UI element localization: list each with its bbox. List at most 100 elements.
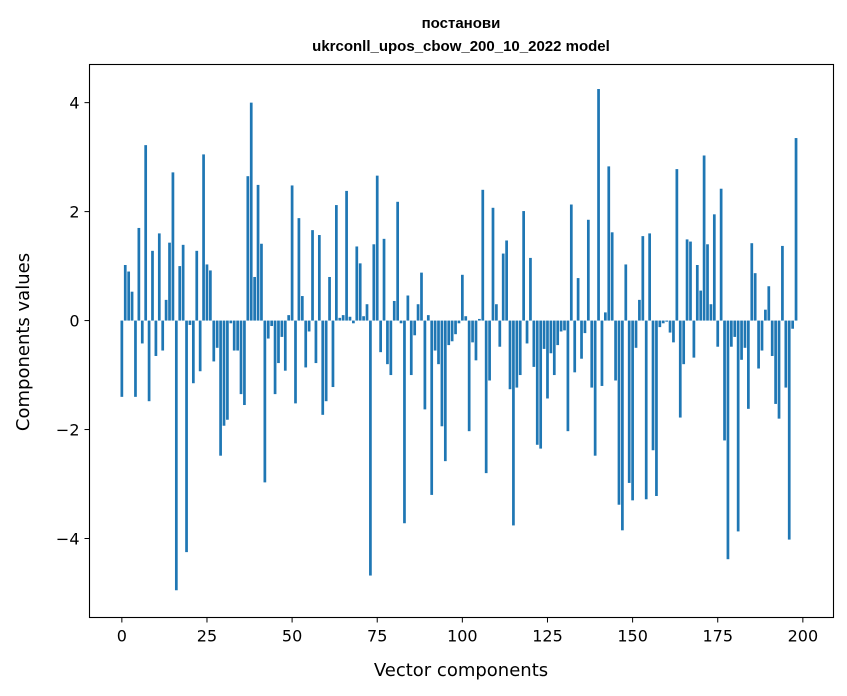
bar-141 — [600, 320, 604, 386]
bar-93 — [437, 320, 440, 365]
bar-157 — [655, 320, 658, 496]
bar-148 — [624, 264, 628, 321]
bar-91 — [430, 320, 434, 495]
bar-88 — [420, 272, 423, 321]
plot-frame — [88, 63, 835, 619]
bar-100 — [460, 274, 464, 321]
bar-108 — [488, 320, 491, 381]
bar-187 — [757, 320, 760, 369]
bar-137 — [586, 219, 590, 321]
bar-192 — [774, 320, 777, 404]
bar-135 — [580, 320, 583, 359]
bar-77 — [382, 238, 386, 321]
bar-36 — [243, 320, 246, 406]
bar-7 — [144, 145, 148, 321]
bar-1 — [123, 265, 127, 321]
bar-67 — [348, 316, 352, 321]
bar-95 — [443, 320, 447, 462]
bar-167 — [689, 241, 692, 321]
bar-144 — [610, 232, 614, 321]
bar-0 — [120, 320, 124, 397]
bar-87 — [416, 304, 420, 321]
bar-11 — [157, 233, 161, 321]
bar-2 — [127, 271, 131, 321]
bar-37 — [246, 176, 250, 321]
bar-90 — [426, 315, 430, 321]
bar-130 — [563, 320, 566, 331]
bar-27 — [212, 320, 216, 362]
chart-title-line2: ukrconll_upos_cbow_200_10_2022 model — [312, 38, 610, 55]
bar-43 — [266, 320, 270, 339]
bar-76 — [379, 320, 382, 353]
bar-147 — [621, 320, 624, 531]
bar-84 — [406, 295, 410, 321]
bar-183 — [743, 320, 747, 348]
bar-46 — [277, 320, 280, 364]
bar-42 — [263, 320, 267, 483]
bar-191 — [770, 320, 774, 356]
bar-110 — [495, 304, 498, 321]
bar-33 — [232, 320, 236, 351]
bar-153 — [641, 236, 645, 321]
bar-13 — [164, 299, 168, 321]
bar-9 — [151, 250, 154, 321]
bar-41 — [260, 243, 263, 321]
bar-66 — [345, 190, 348, 321]
bar-10 — [154, 320, 158, 356]
bar-189 — [764, 309, 767, 321]
bar-94 — [440, 320, 444, 427]
bar-165 — [682, 320, 686, 365]
bar-79 — [389, 320, 393, 376]
bar-186 — [753, 273, 757, 321]
bar-53 — [300, 296, 304, 321]
bar-128 — [556, 320, 560, 346]
bar-170 — [699, 290, 703, 321]
bar-122 — [535, 320, 539, 445]
bar-71 — [362, 316, 365, 321]
bar-57 — [314, 320, 318, 364]
bar-115 — [512, 320, 515, 526]
bar-74 — [372, 244, 376, 321]
bar-5 — [137, 227, 141, 321]
bar-31 — [226, 320, 229, 420]
x-tick-label: 200 — [788, 627, 819, 646]
bar-164 — [678, 320, 682, 418]
bar-113 — [505, 240, 508, 321]
bar-154 — [644, 320, 648, 500]
bar-196 — [787, 320, 791, 540]
bar-159 — [661, 320, 665, 324]
chart-title-line1: постанови — [422, 15, 501, 32]
bar-98 — [454, 320, 457, 335]
bar-47 — [280, 320, 284, 337]
bar-58 — [317, 235, 321, 321]
bar-32 — [229, 320, 233, 324]
bar-54 — [304, 320, 308, 368]
bar-150 — [631, 320, 634, 501]
bar-70 — [358, 263, 362, 321]
x-tick-label: 175 — [702, 627, 733, 646]
bar-171 — [702, 155, 706, 321]
x-tick-label: 25 — [197, 627, 217, 646]
bar-182 — [740, 320, 743, 360]
bar-40 — [256, 184, 260, 321]
x-tick-label: 100 — [447, 627, 478, 646]
bar-121 — [532, 320, 536, 367]
bar-111 — [498, 320, 502, 347]
bar-45 — [273, 320, 277, 395]
x-tick-label: 0 — [117, 627, 127, 646]
bar-25 — [205, 264, 209, 321]
bar-61 — [328, 276, 331, 321]
bar-131 — [566, 320, 570, 432]
bar-4 — [134, 320, 137, 397]
bar-188 — [760, 320, 764, 351]
bar-12 — [161, 320, 165, 351]
bar-101 — [464, 316, 468, 321]
bar-169 — [695, 265, 699, 321]
bar-16 — [174, 320, 178, 591]
bar-166 — [685, 239, 689, 321]
bar-185 — [750, 243, 754, 321]
bar-73 — [369, 320, 372, 576]
bar-8 — [147, 320, 151, 402]
bar-18 — [181, 244, 185, 321]
